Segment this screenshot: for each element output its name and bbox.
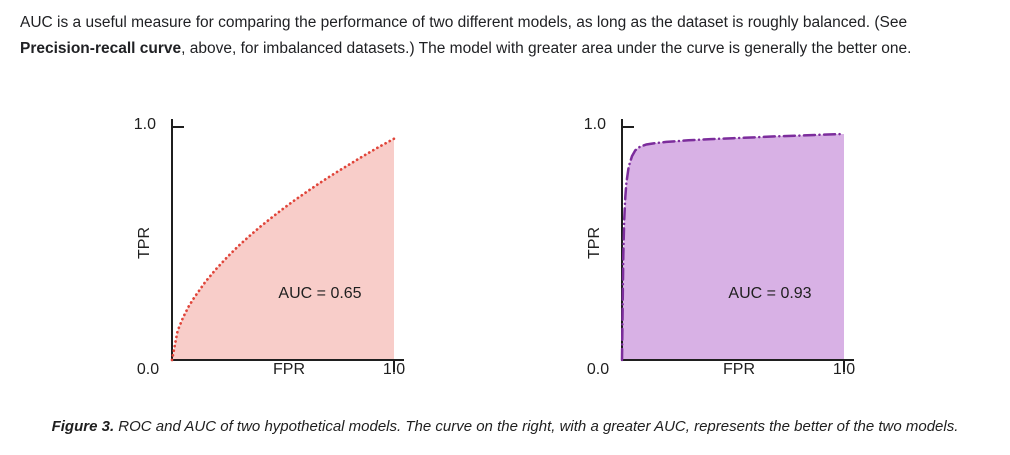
x-max-tick-label: 1.0 <box>832 361 856 378</box>
curve-fill <box>172 138 394 360</box>
curve-fill <box>622 134 844 360</box>
curve-line <box>170 137 396 362</box>
intro-text-before: AUC is a useful measure for comparing th… <box>20 14 908 31</box>
roc-chart-model-b: 1.0 TPR 0.0 FPR 1.0 AUC = 0.93 <box>450 100 910 400</box>
figure-caption: Figure 3. ROC and AUC of two hypothetica… <box>0 418 1010 435</box>
figure-caption-text: ROC and AUC of two hypothetical models. … <box>114 418 959 435</box>
roc-chart-model-a: 1.0 TPR 0.0 FPR 1.0 AUC = 0.65 <box>0 100 460 400</box>
roc-plot-model-b <box>620 119 854 372</box>
origin-tick-label: 0.0 <box>136 361 160 378</box>
x-axis-title: FPR <box>273 361 305 378</box>
origin-tick-label: 0.0 <box>586 361 610 378</box>
x-axis-title: FPR <box>723 361 755 378</box>
y-axis-title: TPR <box>136 227 153 259</box>
y-axis-title: TPR <box>586 227 603 259</box>
y-max-tick-label: 1.0 <box>133 116 156 133</box>
x-max-tick-label: 1.0 <box>382 361 406 378</box>
intro-text-after: , above, for imbalanced datasets.) The m… <box>181 40 912 57</box>
auc-annotation: AUC = 0.65 <box>278 285 362 302</box>
figure-caption-label: Figure 3. <box>51 418 115 435</box>
curve-line <box>620 132 846 362</box>
intro-paragraph: AUC is a useful measure for comparing th… <box>20 10 982 62</box>
intro-bold-term: Precision-recall curve <box>20 40 182 57</box>
y-max-tick-label: 1.0 <box>583 116 606 133</box>
auc-annotation: AUC = 0.93 <box>728 285 812 302</box>
roc-plot-model-a <box>170 119 404 372</box>
